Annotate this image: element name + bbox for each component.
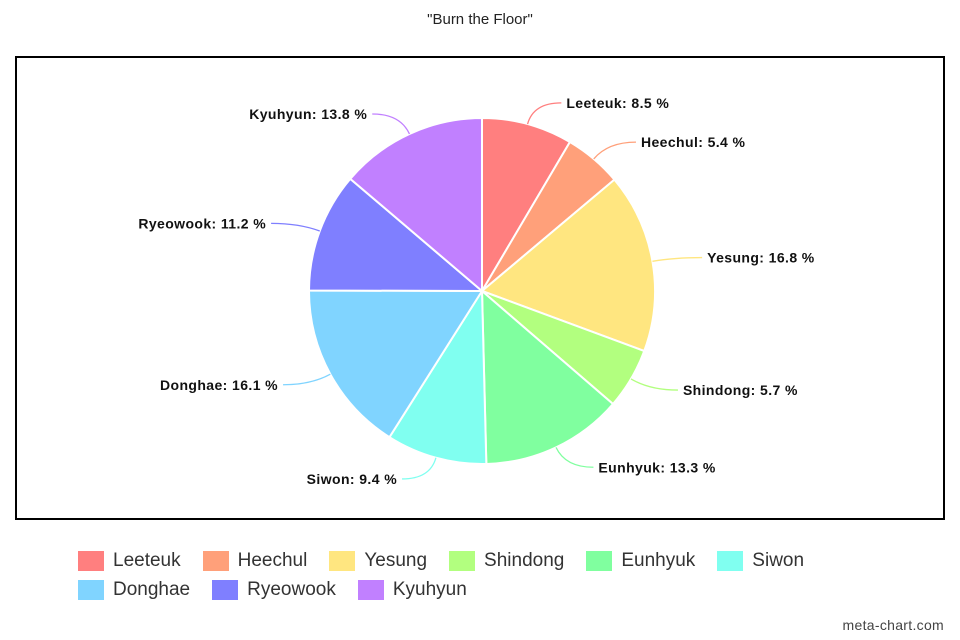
pie-slice-leeteuk[interactable] (481, 116, 572, 295)
pie-slice-ryeowook[interactable] (307, 177, 485, 293)
legend-item-yesung[interactable]: Yesung (329, 550, 427, 572)
legend-item-donghae[interactable]: Donghae (78, 579, 190, 601)
legend-item-siwon[interactable]: Siwon (717, 550, 804, 572)
slice-label-eunhyuk: Eunhyuk: 13.3 % (598, 459, 715, 475)
legend-label: Yesung (364, 549, 428, 571)
legend-label: Kyuhyun (392, 578, 467, 600)
legend-item-leeteuk[interactable]: Leeteuk (78, 550, 181, 572)
chart-title: "Burn the Floor" (427, 11, 533, 28)
legend-label: Shindong (484, 549, 565, 571)
pie-slice-kyuhyun[interactable] (348, 116, 483, 294)
legend-label: Eunhyuk (621, 549, 696, 571)
legend-label: Heechul (237, 549, 308, 571)
legend-swatch (449, 550, 476, 571)
legend-swatch (586, 550, 613, 571)
slice-label-shindong: Shindong: 5.7 % (683, 382, 798, 398)
plot-area: Leeteuk: 8.5 % Heechul: 5.4 % Yesung: 16.8… (15, 56, 945, 520)
watermark: meta-chart.com (842, 617, 944, 633)
legend-label: Leeteuk (113, 549, 181, 571)
slice-label-ryeowook: Ryeowook: 11.2 % (138, 215, 266, 231)
legend-row: Leeteuk Heechul Yesung Shindong Eunhyuk Siwon (78, 546, 918, 575)
leader-line-leeteuk (526, 102, 562, 125)
legend-swatch (78, 550, 104, 571)
legend-item-kyuhyun[interactable]: Kyuhyun (357, 578, 467, 601)
slice-label-leeteuk: Leeteuk: 8.5 % (566, 95, 669, 111)
leader-line-heechul (593, 141, 636, 160)
leader-line-eunhyuk (555, 447, 594, 468)
pie-slice-yesung[interactable] (480, 178, 656, 353)
slice-label-siwon: Siwon: 9.4 % (307, 471, 398, 487)
legend-label: Ryeowook (247, 578, 336, 600)
legend-item-shindong[interactable]: Shindong (449, 550, 564, 572)
legend-swatch (357, 579, 384, 600)
leader-line-siwon (402, 457, 437, 480)
legend-swatch (329, 550, 356, 571)
legend: Leeteuk Heechul Yesung Shindong Eunhyuk Siwon… (78, 546, 918, 604)
leader-line-yesung (652, 256, 703, 262)
legend-swatch (212, 579, 239, 600)
legend-label: Siwon (752, 549, 805, 571)
legend-label: Donghae (113, 578, 191, 600)
legend-swatch (717, 550, 744, 571)
legend-swatch (202, 550, 229, 571)
leader-line-shindong (630, 378, 678, 391)
legend-item-ryeowook[interactable]: Ryeowook (212, 579, 336, 601)
leader-line-donghae (283, 373, 331, 386)
slice-label-heechul: Heechul: 5.4 % (641, 134, 746, 150)
legend-swatch (78, 579, 104, 600)
pie-chart: Leeteuk: 8.5 % Heechul: 5.4 % Yesung: 16.8… (138, 95, 815, 487)
legend-item-heechul[interactable]: Heechul (202, 549, 308, 572)
slice-label-kyuhyun: Kyuhyun: 13.8 % (249, 106, 367, 122)
slice-label-donghae: Donghae: 16.1 % (160, 377, 278, 393)
legend-item-eunhyuk[interactable]: Eunhyuk (586, 550, 695, 572)
slice-label-yesung: Yesung: 16.8 % (707, 250, 815, 266)
leader-line-ryeowook (271, 222, 320, 232)
legend-row: Donghae Ryeowook Kyuhyun (78, 575, 918, 604)
leader-line-kyuhyun (372, 113, 411, 135)
